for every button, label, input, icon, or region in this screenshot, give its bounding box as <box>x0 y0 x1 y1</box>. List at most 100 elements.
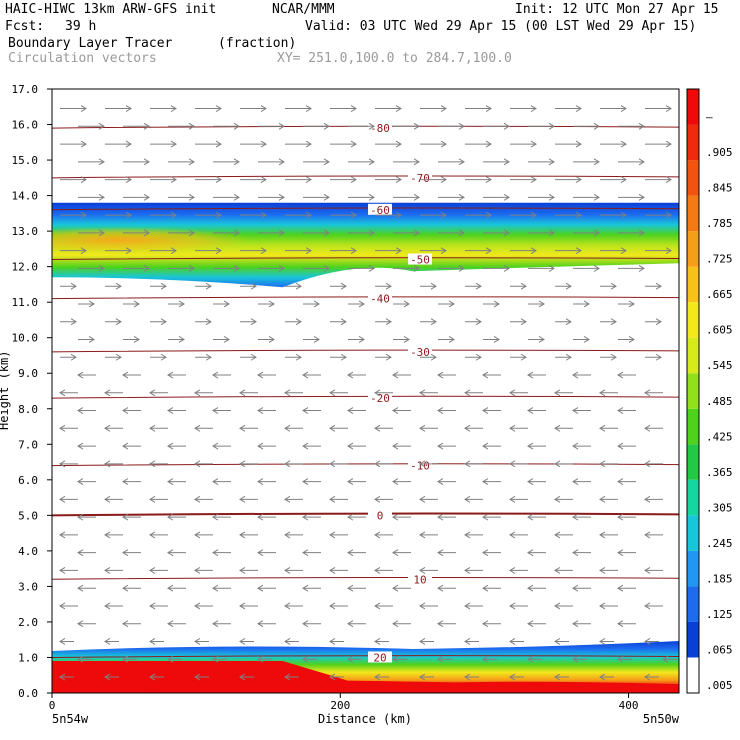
x-tick-label: 0 <box>49 699 56 712</box>
contour-label: -50 <box>410 254 430 267</box>
wind-vector <box>437 478 456 486</box>
wind-vector <box>419 673 434 681</box>
colorbar-label: .665 <box>706 288 733 301</box>
wind-vector <box>195 105 222 112</box>
wind-vector <box>555 353 572 361</box>
y-tick-label: 3.0 <box>18 580 38 593</box>
wind-vector <box>438 193 465 201</box>
wind-vector <box>285 105 312 112</box>
wind-vector <box>618 264 645 272</box>
contour-label-bg <box>408 573 432 585</box>
wind-vector <box>77 584 96 592</box>
field-units: (fraction) <box>218 36 297 51</box>
wind-vector <box>374 531 393 539</box>
wind-vector <box>483 300 500 308</box>
wind-vector <box>644 495 663 503</box>
wind-vector <box>78 122 105 130</box>
wind-vector <box>302 620 321 628</box>
wind-vector <box>194 602 213 610</box>
wind-vector <box>104 673 119 681</box>
wind-vector <box>420 176 447 184</box>
wind-vector <box>527 371 546 379</box>
init-time: Init: 12 UTC Mon 27 Apr 15 <box>515 2 719 17</box>
wind-vector <box>465 105 492 112</box>
wind-vector <box>527 549 546 557</box>
wind-vector <box>149 389 168 397</box>
wind-vector <box>374 389 393 397</box>
wind-vector <box>483 122 510 130</box>
wind-vector <box>195 282 212 290</box>
wind-vector <box>150 247 177 255</box>
wind-vector <box>285 176 312 184</box>
wind-vector <box>213 300 230 308</box>
wind-vector <box>555 318 572 326</box>
wind-vector <box>644 424 663 432</box>
wind-vector <box>240 282 257 290</box>
colorbar-label: .545 <box>706 359 733 372</box>
colorbar-label: .365 <box>706 466 733 479</box>
wind-vector <box>122 655 137 663</box>
wind-vector <box>572 442 591 450</box>
wind-vector <box>258 122 285 130</box>
contour-label: -60 <box>370 204 390 217</box>
contour-line <box>51 175 680 179</box>
wind-vector <box>149 566 168 574</box>
wind-vector <box>240 211 267 219</box>
wind-vector <box>194 673 209 681</box>
model-title: HAIC-HIWC 13km ARW-GFS init <box>5 2 217 17</box>
wind-vector <box>554 460 573 468</box>
wind-vector <box>644 531 663 539</box>
contour-label-bg <box>408 171 432 183</box>
wind-vector <box>528 122 555 130</box>
wind-vector <box>329 495 348 503</box>
y-tick-label: 2.0 <box>18 616 38 629</box>
wind-vector <box>600 211 627 219</box>
wind-vector <box>105 353 122 361</box>
wind-vector <box>600 140 627 148</box>
cross-section-endpoints: XY= 251.0,100.0 to 284.7,100.0 <box>277 51 512 66</box>
wind-vector <box>284 424 303 432</box>
wind-vector <box>392 371 411 379</box>
wind-vector <box>347 584 366 592</box>
colorbar-swatch <box>687 302 699 338</box>
wind-vector <box>59 460 78 468</box>
wind-vector <box>375 211 402 219</box>
wind-vector <box>195 140 222 148</box>
wind-vector <box>420 140 447 148</box>
axis-layer: 0.0 1.0 2.0 3.0 4.0 5.0 6.0 7.0 8.0 9.0 10.0 11.0 12… <box>12 83 639 712</box>
colorbar-swatch <box>687 124 699 161</box>
contour-label: -40 <box>370 293 390 306</box>
wind-vector <box>464 638 479 645</box>
colorbar-label: .425 <box>706 430 733 443</box>
wind-vector <box>599 531 618 539</box>
wind-vector <box>509 389 528 397</box>
contour-label: -20 <box>370 392 390 405</box>
wind-vector <box>645 140 672 148</box>
wind-vector <box>482 620 501 628</box>
contour-line <box>51 207 680 211</box>
wind-vector <box>149 460 168 468</box>
wind-vector <box>212 371 231 379</box>
wind-vector <box>348 193 375 201</box>
wind-vector <box>555 140 582 148</box>
wind-vector <box>528 158 555 166</box>
wind-vector <box>303 193 330 201</box>
wind-vector <box>212 442 231 450</box>
wind-vector <box>303 229 330 237</box>
wind-vector <box>167 371 186 379</box>
tracer-fill-layer <box>52 202 679 693</box>
contour-label: 20 <box>373 651 386 664</box>
wind-vector <box>104 566 123 574</box>
wind-vector <box>618 158 645 166</box>
wind-vector <box>194 495 213 503</box>
wind-vector <box>347 407 366 414</box>
wind-vector <box>600 318 617 326</box>
colorbar-label: .245 <box>706 537 733 550</box>
wind-vector <box>168 158 195 166</box>
wind-vector <box>573 158 600 166</box>
wind-vector <box>105 211 132 219</box>
wind-vector <box>510 176 537 184</box>
wind-vector <box>483 193 510 201</box>
colorbar-swatch <box>687 586 699 622</box>
